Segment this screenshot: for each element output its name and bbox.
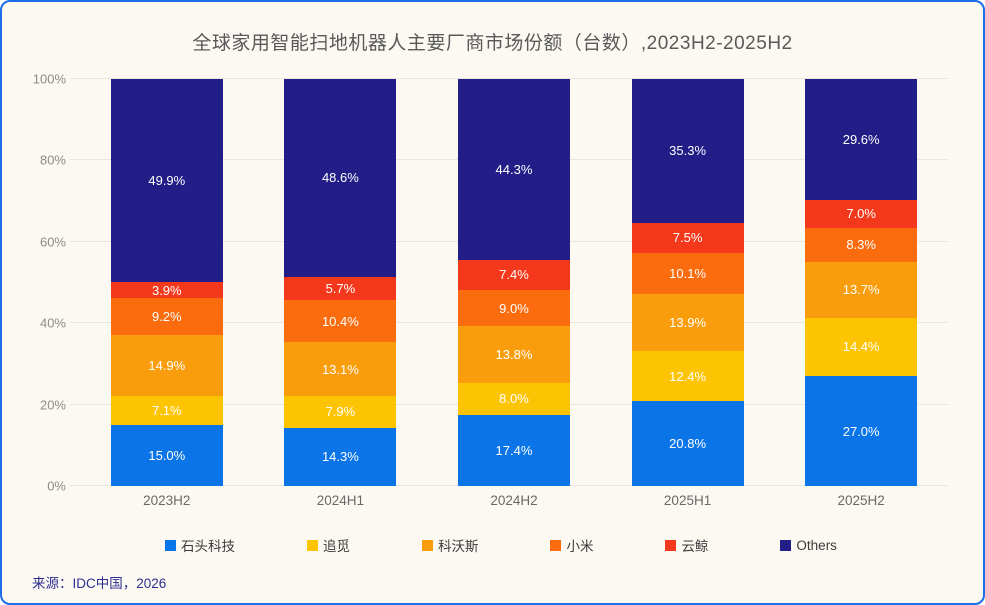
y-tick-label: 40% — [39, 315, 66, 331]
legend-item-追觅: 追觅 — [306, 535, 350, 555]
bar-segment-云鲸: 7.0% — [805, 199, 918, 229]
bar-column-2024H2: 17.4% 8.0% 13.8% 9.0% 7.4% 44.3% — [427, 79, 601, 486]
bar-segment-Others: 35.3% — [631, 79, 744, 223]
legend-item-科沃斯: 科沃斯 — [421, 535, 479, 555]
bar-column-2025H1: 20.8% 12.4% 13.9% 10.1% 7.5% 35.3% — [601, 79, 775, 486]
x-axis-labels: 2023H2 2024H1 2024H2 2025H1 2025H2 — [80, 493, 948, 508]
bar-stack: 27.0% 14.4% 13.7% 8.3% 7.0% 29.6% — [805, 79, 918, 486]
bars-layer: 15.0% 7.1% 14.9% 9.2% 3.9% 49.9% 14.3% 7.9% 13.1… — [80, 79, 948, 486]
legend-label: 石头科技 — [181, 539, 235, 554]
legend-label: 科沃斯 — [437, 539, 479, 554]
bar-segment-科沃斯: 13.1% — [284, 342, 397, 396]
bar-segment-Others: 44.3% — [457, 79, 570, 260]
legend-swatch-icon — [550, 539, 562, 551]
bar-segment-云鲸: 7.5% — [631, 222, 744, 254]
bar-segment-小米: 10.1% — [631, 253, 744, 295]
plot-area: 0% 20% 40% 60% 80% 100% 15.0% 7.1% 14.9% 9.2% 3.9… — [33, 72, 948, 508]
bar-column-2023H2: 15.0% 7.1% 14.9% 9.2% 3.9% 49.9% — [80, 79, 254, 486]
y-tick-label: 20% — [39, 397, 66, 413]
legend-label: 云鲸 — [681, 539, 709, 554]
bar-segment-小米: 9.2% — [110, 297, 223, 336]
x-axis-label-2025H1: 2025H1 — [663, 493, 712, 508]
bar-segment-石头科技: 20.8% — [631, 401, 744, 486]
legend-swatch-icon — [421, 539, 433, 551]
legend: 石头科技 追觅 科沃斯 小米 云鲸 Others — [165, 535, 837, 555]
legend-swatch-icon — [780, 539, 792, 551]
bar-segment-Others: 48.6% — [284, 79, 397, 277]
x-axis-label-2025H2: 2025H2 — [837, 493, 885, 508]
bar-segment-石头科技: 27.0% — [805, 376, 918, 486]
bar-segment-科沃斯: 14.9% — [110, 335, 223, 397]
legend-label: 追觅 — [322, 539, 350, 554]
source-note: 来源：IDC中国，2026 — [32, 576, 167, 591]
x-axis-label-2023H2: 2023H2 — [143, 493, 191, 508]
x-axis-label-2024H2: 2024H2 — [490, 493, 538, 508]
bar-segment-石头科技: 15.0% — [110, 424, 223, 486]
bar-segment-云鲸: 5.7% — [284, 276, 397, 301]
bar-segment-追觅: 7.9% — [284, 395, 397, 428]
legend-item-石头科技: 石头科技 — [165, 535, 235, 555]
gridline-100 — [70, 78, 948, 79]
legend-swatch-icon — [165, 539, 176, 551]
bar-column-2024H1: 14.3% 7.9% 13.1% 10.4% 5.7% 48.6% — [254, 79, 428, 486]
y-tick-label: 80% — [39, 152, 66, 168]
bar-segment-Others: 29.6% — [805, 79, 918, 200]
bar-segment-石头科技: 17.4% — [457, 415, 570, 486]
bar-segment-追觅: 12.4% — [631, 350, 744, 402]
y-tick-label: 60% — [39, 234, 66, 250]
bar-stack: 15.0% 7.1% 14.9% 9.2% 3.9% 49.9% — [110, 79, 223, 486]
bar-segment-追觅: 7.1% — [110, 396, 223, 425]
bar-stack: 14.3% 7.9% 13.1% 10.4% 5.7% 48.6% — [284, 79, 397, 486]
y-tick-label: 0% — [47, 478, 66, 494]
bar-segment-云鲸: 7.4% — [457, 259, 570, 290]
bar-segment-小米: 10.4% — [284, 300, 397, 343]
legend-item-Others: Others — [780, 538, 837, 553]
bar-stack: 20.8% 12.4% 13.9% 10.1% 7.5% 35.3% — [631, 79, 744, 486]
legend-swatch-icon — [665, 539, 677, 551]
bar-segment-石头科技: 14.3% — [284, 427, 397, 486]
legend-label: 小米 — [566, 539, 594, 554]
y-tick-label: 100% — [32, 71, 66, 87]
bar-segment-科沃斯: 13.8% — [457, 326, 570, 383]
x-axis-label-2024H1: 2024H1 — [316, 493, 365, 508]
bar-segment-追觅: 8.0% — [457, 382, 570, 416]
bar-segment-小米: 9.0% — [457, 289, 570, 327]
bar-segment-科沃斯: 13.9% — [631, 294, 744, 351]
legend-item-小米: 小米 — [550, 535, 593, 555]
bar-segment-Others: 49.9% — [110, 79, 223, 283]
legend-swatch-icon — [306, 539, 318, 551]
bar-column-2025H2: 27.0% 14.4% 13.7% 8.3% 7.0% 29.6% — [774, 79, 948, 486]
bar-segment-小米: 8.3% — [805, 228, 918, 262]
bar-segment-追觅: 14.4% — [805, 317, 918, 377]
bar-segment-科沃斯: 13.7% — [805, 261, 918, 318]
bar-stack: 17.4% 8.0% 13.8% 9.0% 7.4% 44.3% — [457, 79, 570, 486]
legend-item-云鲸: 云鲸 — [665, 535, 708, 555]
bar-segment-云鲸: 3.9% — [110, 282, 223, 298]
chart-title: 全球家用智能扫地机器人主要厂商市场份额（台数）,2023H2-2025H2 — [192, 33, 793, 54]
legend-label: Others — [796, 537, 837, 553]
